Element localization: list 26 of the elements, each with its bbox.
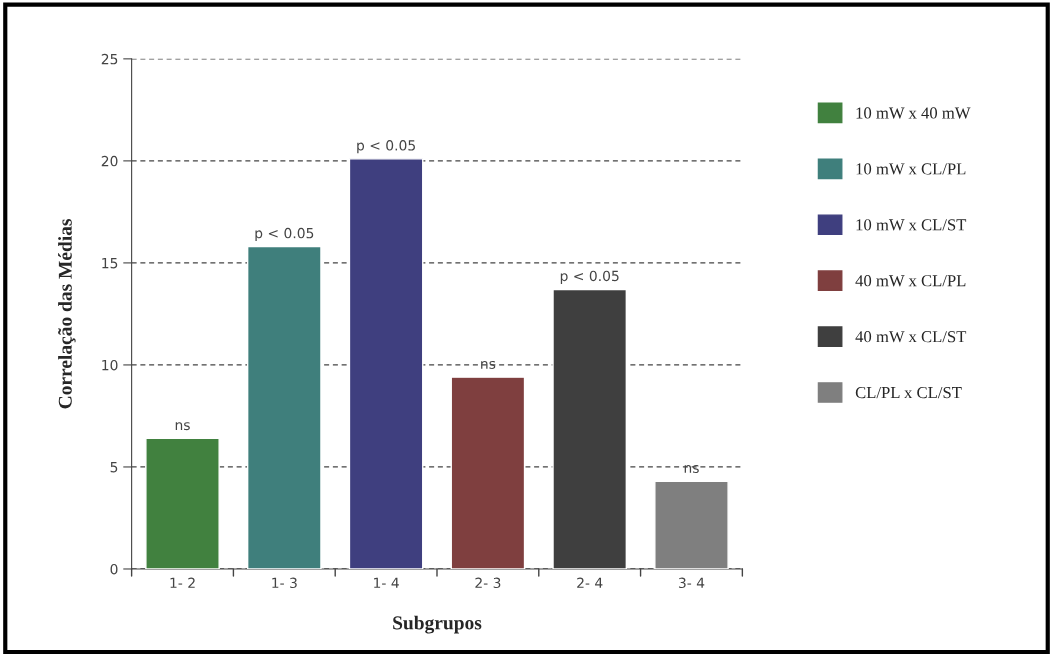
x-tick-label: 2- 3 bbox=[475, 577, 501, 589]
legend-label: 10 mW x 40 mW bbox=[856, 107, 971, 119]
x-tick-label: 1- 2 bbox=[170, 577, 195, 588]
y-tick-label: 20 bbox=[101, 155, 118, 167]
legend-label: 40 mW x CL/PL bbox=[855, 275, 966, 287]
legend-label: 40 mW x CL/ST bbox=[855, 331, 967, 343]
x-tick-label: 3- 4 bbox=[678, 577, 705, 589]
annotation: ns bbox=[684, 465, 699, 473]
y-tick-label: 10 bbox=[102, 359, 118, 371]
x-tick-label: 1- 4 bbox=[374, 577, 399, 588]
y-tick-label: 15 bbox=[102, 258, 118, 269]
x-tick-label: 1- 3 bbox=[272, 577, 297, 589]
x-tick-label: 2- 4 bbox=[577, 577, 603, 588]
legend-label: CL/PL x CL/ST bbox=[855, 387, 962, 399]
annotation: ns bbox=[481, 360, 496, 369]
annotation: ns bbox=[175, 422, 190, 431]
annotation: p < 0.05 bbox=[560, 270, 619, 284]
y-tick-label: 5 bbox=[110, 462, 118, 473]
legend-label: 10 mW x CL/ST bbox=[856, 219, 967, 231]
legend-label: 10 mW x CL/PL bbox=[856, 163, 966, 175]
x-axis-title: Subgrupos bbox=[393, 615, 482, 634]
annotation: p < 0.05 bbox=[255, 227, 314, 242]
annotation: p < 0.05 bbox=[357, 140, 415, 154]
y-tick-label: 0 bbox=[110, 563, 118, 575]
y-axis-title: Correlação das Médias bbox=[58, 218, 76, 409]
y-tick-label: 25 bbox=[101, 53, 118, 65]
